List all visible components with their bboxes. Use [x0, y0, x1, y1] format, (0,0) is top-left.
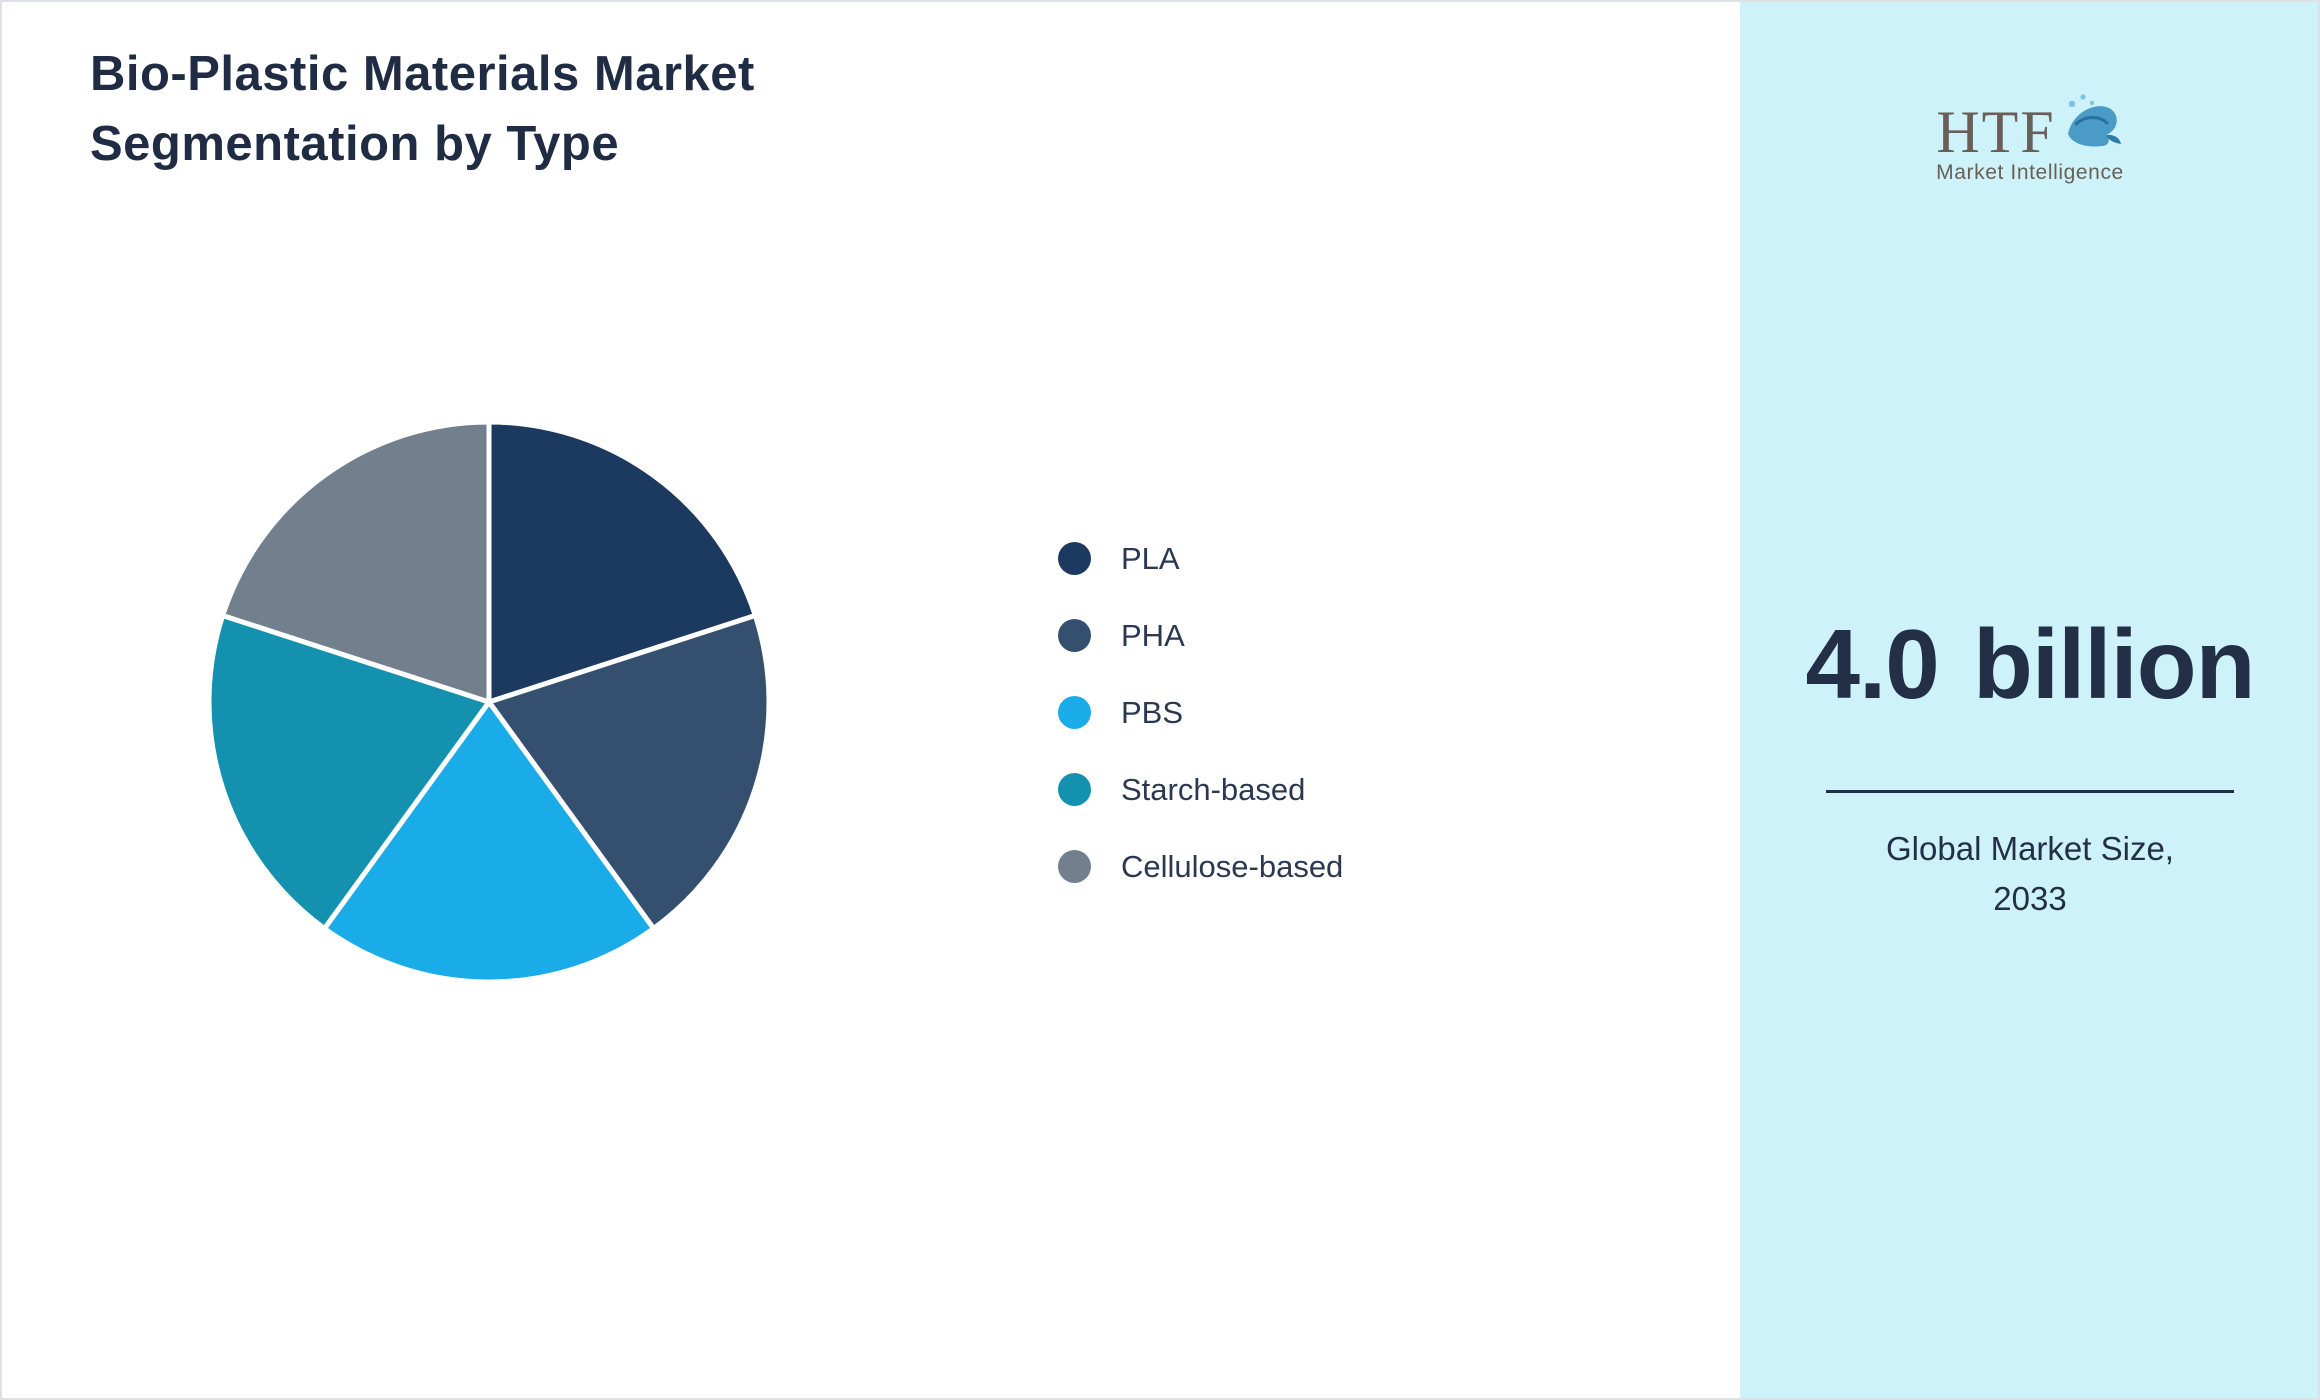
pie-slice-cellulose-based[interactable] — [220, 419, 492, 705]
logo-text: HTF — [1936, 99, 2056, 165]
legend-item-pbs[interactable]: PBS — [1058, 674, 1343, 751]
legend-item-pha[interactable]: PHA — [1058, 597, 1343, 674]
pie-chart — [187, 400, 791, 1004]
chart-legend: PLA PHA PBS Starch-based Cellulose-based — [1058, 520, 1343, 905]
legend-label: PBS — [1121, 694, 1184, 730]
legend-color-dot — [1058, 542, 1091, 575]
dolphin-icon — [2058, 90, 2124, 157]
pie-slice-pla[interactable] — [486, 419, 758, 705]
legend-label: Starch-based — [1121, 771, 1306, 807]
page-title: Bio-Plastic Materials Market Segmentatio… — [90, 40, 755, 179]
legend-color-dot — [1058, 696, 1091, 729]
legend-item-pla[interactable]: PLA — [1058, 520, 1343, 597]
pie-chart-svg — [206, 419, 772, 985]
caption-line-1: Global Market Size, — [1886, 830, 2174, 867]
caption-line-2: 2033 — [1993, 879, 2067, 917]
title-line-1: Bio-Plastic Materials Market — [90, 47, 755, 101]
legend-label: Cellulose-based — [1121, 848, 1344, 884]
logo-lockup: HTF — [1936, 90, 2124, 165]
legend-color-dot — [1058, 619, 1091, 652]
pie-slice-starch-based[interactable] — [206, 612, 492, 932]
divider-line — [1826, 790, 2234, 793]
title-line-2: Segmentation by Type — [90, 116, 620, 171]
pie-slice-pha[interactable] — [486, 612, 772, 932]
legend-color-dot — [1058, 850, 1091, 883]
market-size-caption: Global Market Size, 2033 — [1740, 824, 2318, 923]
pie-slice-pbs[interactable] — [321, 699, 657, 985]
company-logo: HTF Market Intelligence — [1740, 90, 2318, 185]
side-panel: HTF Market Intelligence 4.0 billion Glob… — [1740, 2, 2318, 1398]
legend-item-starch-based[interactable]: Starch-based — [1058, 751, 1343, 828]
market-size-value: 4.0 billion — [1805, 609, 2256, 719]
legend-item-cellulose-based[interactable]: Cellulose-based — [1058, 828, 1343, 905]
legend-label: PLA — [1121, 540, 1180, 576]
legend-label: PHA — [1121, 617, 1185, 653]
legend-color-dot — [1058, 773, 1091, 806]
logo-subtitle: Market Intelligence — [1936, 161, 2124, 184]
